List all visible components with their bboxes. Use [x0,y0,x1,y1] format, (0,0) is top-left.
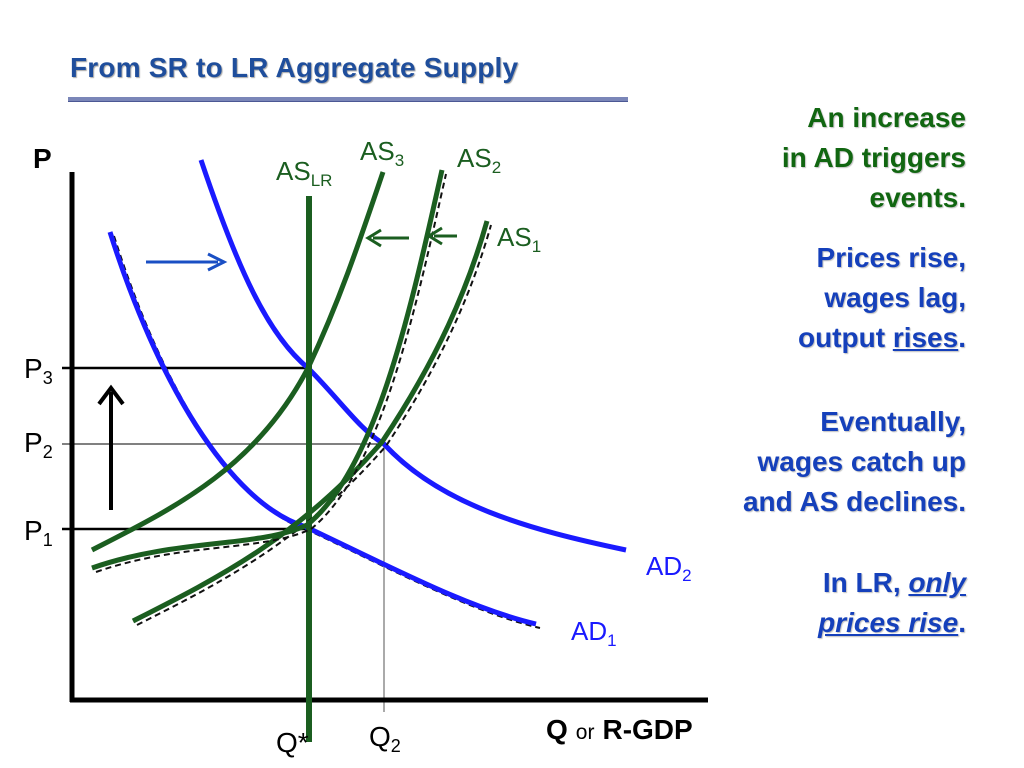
ad1-label: AD1 [571,616,617,650]
as3-label: AS3 [360,136,404,170]
emphasis-rises: rises [892,322,959,353]
ad2-curve [198,159,627,553]
as1-curve-shadow [136,224,492,626]
note-lr-line: In LR, only [822,567,966,598]
emphasis-only: only [908,567,966,598]
price-rise-arrowhead [97,384,125,406]
slide-title: From SR to LR Aggregate Supply [70,52,519,83]
as-shift-arrowhead-1 [365,228,382,248]
note-intro-line: events. [869,182,967,213]
y-axis-label: P [33,143,52,174]
title-underline [68,97,628,102]
emphasis-prices-rise: prices rise [818,607,959,638]
note-adjust-line: and AS declines. [742,486,966,517]
ad2-label: AD2 [646,551,692,585]
note-intro-line: in AD triggers [781,142,966,173]
as2-curve-shadow [95,173,447,573]
as1-curve [131,220,490,624]
p2-label: P2 [24,427,53,462]
p3-label: P3 [24,353,53,388]
ad1-curve-shadow [113,235,541,629]
note-long-run: In LR, only prices rise. [818,563,966,643]
note-sr-line: Prices rise, [816,242,966,273]
p1-label: P1 [24,515,53,550]
note-lr-line: prices rise. [818,607,966,638]
as3-curve [90,171,386,553]
ad1-curve [107,231,537,627]
ad-shift-arrowhead [207,252,228,272]
as-shift-arrowhead-2 [426,226,443,246]
lras-label: ASLR [276,156,332,190]
note-adjust-line: wages catch up [757,446,966,477]
note-short-run: Prices rise, wages lag, output rises. [798,238,966,358]
as1-label: AS1 [497,222,541,256]
as2-label: AS2 [457,143,501,177]
as2-curve [91,169,445,571]
note-intro: An increase in AD triggers events. [782,98,966,218]
note-adjustment: Eventually, wages catch up and AS declin… [743,402,966,522]
note-sr-line: output rises. [797,322,966,353]
note-sr-line: wages lag, [824,282,966,313]
note-intro-line: An increase [807,102,966,133]
q2-label: Q2 [369,721,401,756]
q-star-label: Q* [276,727,309,758]
note-adjust-line: Eventually, [820,406,966,437]
